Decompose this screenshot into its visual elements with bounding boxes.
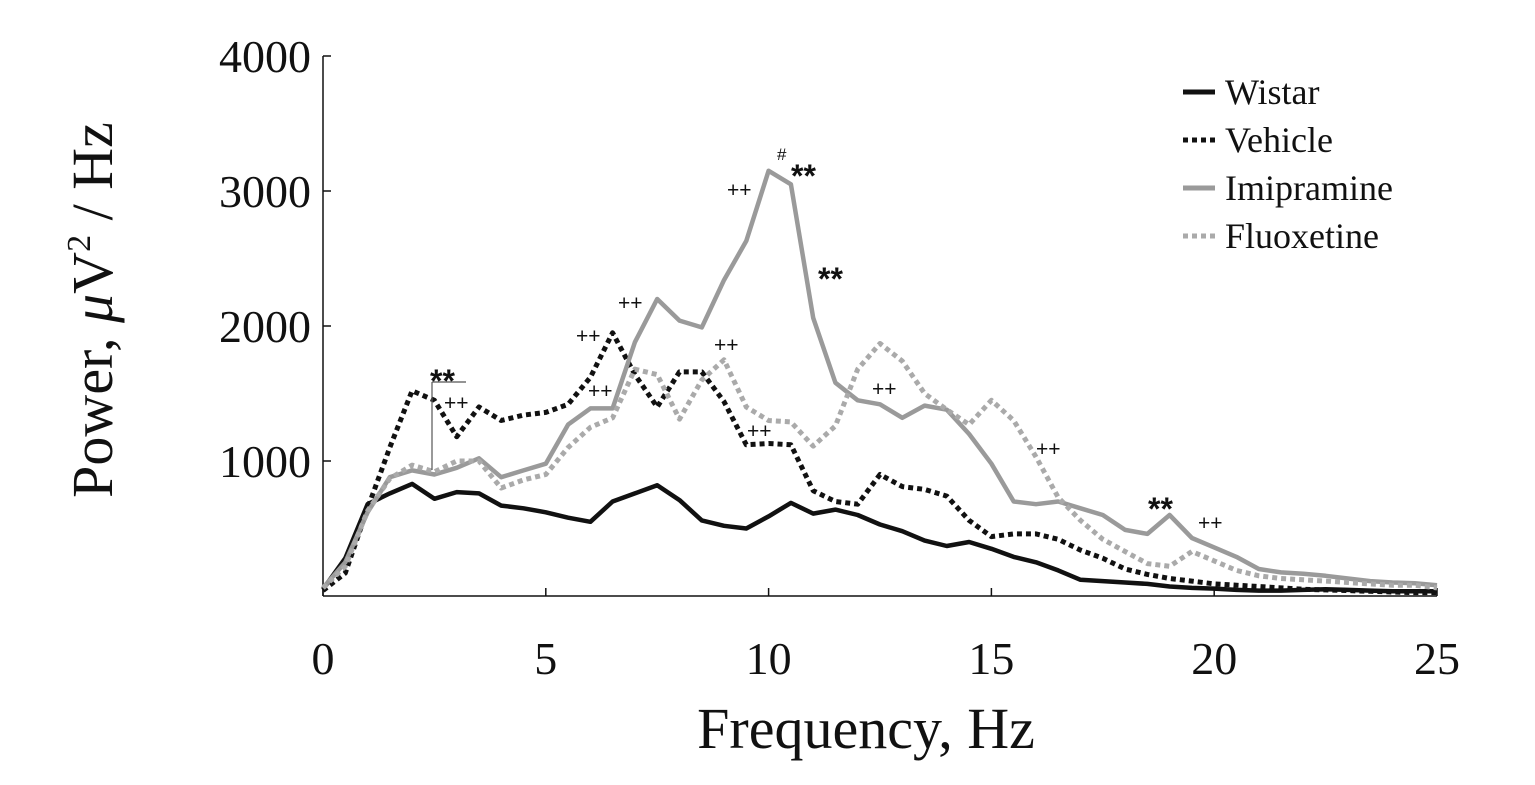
significance-marker: ** — [818, 261, 843, 297]
x-tick-label: 5 — [534, 633, 557, 684]
x-axis-title: Frequency, Hz — [697, 696, 1035, 761]
series-line-wistar — [321, 481, 1437, 594]
y-tick-label: 1000 — [219, 436, 311, 487]
x-tick-label: 25 — [1414, 633, 1460, 684]
y-axis-title: Power, μV2 / Hz — [60, 122, 125, 498]
annotations: ** ++ ++ ++ ++ ++ ++ ++ # ** ** ++ ++ **… — [430, 145, 1223, 535]
significance-marker: ** — [1148, 491, 1173, 527]
axes: 0 5 10 15 20 25 1000 2000 3000 4000 — [219, 31, 1460, 684]
y-axis-title-v: V — [60, 252, 125, 294]
significance-marker: ++ — [576, 325, 601, 348]
y-axis-title-prefix: Power, — [60, 323, 125, 498]
x-tick-label: 0 — [312, 633, 335, 684]
significance-marker: ** — [430, 363, 455, 399]
legend-label-wistar: Wistar — [1225, 72, 1320, 112]
y-tick-label: 2000 — [219, 301, 311, 352]
x-tick-label: 10 — [746, 633, 792, 684]
significance-marker: ++ — [1198, 512, 1223, 535]
significance-marker: ++ — [872, 378, 897, 401]
y-tick-label: 4000 — [219, 31, 311, 82]
significance-marker: ++ — [444, 392, 469, 415]
series-line-imipramine — [321, 168, 1438, 590]
significance-marker: ++ — [714, 334, 739, 357]
x-tick-label: 20 — [1191, 633, 1237, 684]
series-line-fluoxetine — [321, 341, 1438, 591]
significance-marker: ++ — [1036, 438, 1061, 461]
y-tick-label: 3000 — [219, 166, 311, 217]
significance-marker: ++ — [727, 179, 752, 202]
significance-marker: # — [777, 145, 787, 164]
significance-marker: ** — [791, 158, 816, 194]
y-axis-title-exponent: 2 — [61, 235, 98, 252]
y-axis-title-suffix: / Hz — [60, 122, 125, 235]
significance-marker: ++ — [618, 292, 643, 315]
legend-label-fluoxetine: Fluoxetine — [1225, 216, 1379, 256]
series-lines — [321, 168, 1438, 596]
x-tick-label: 15 — [968, 633, 1014, 684]
significance-marker: ++ — [588, 380, 613, 403]
series-line-vehicle — [321, 330, 1437, 596]
significance-marker: ++ — [747, 420, 772, 443]
legend-label-vehicle: Vehicle — [1225, 120, 1333, 160]
y-axis-title-mu: μ — [60, 294, 125, 324]
legend-label-imipramine: Imipramine — [1225, 168, 1393, 208]
legend: Wistar Vehicle Imipramine Fluoxetine — [1183, 72, 1393, 256]
